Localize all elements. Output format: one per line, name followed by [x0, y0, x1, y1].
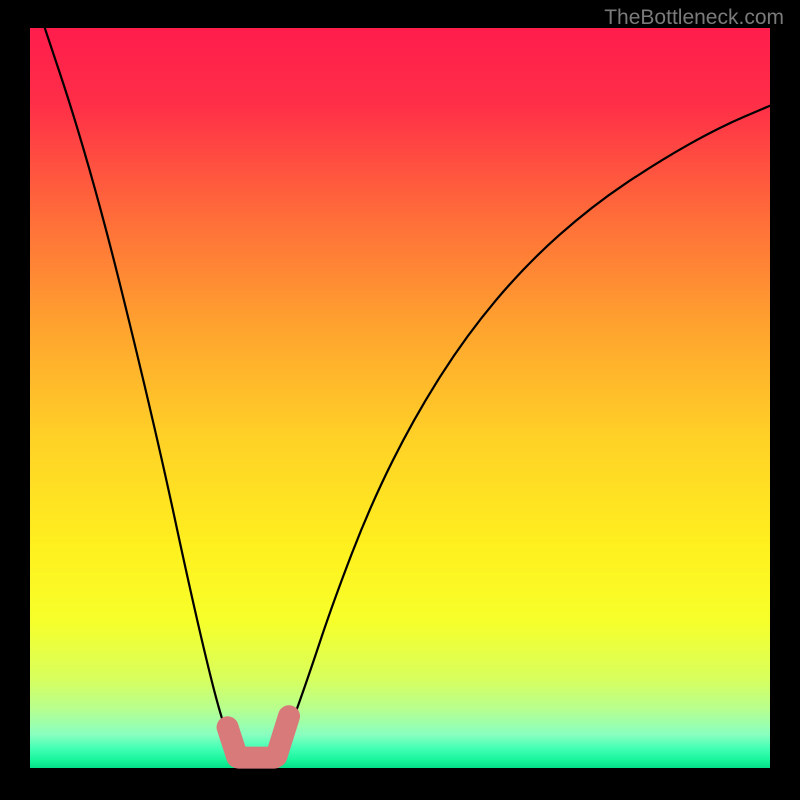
gradient-background: [30, 28, 770, 768]
figure-root: TheBottleneck.com: [0, 0, 800, 800]
plot-area: [30, 28, 770, 768]
watermark-text: TheBottleneck.com: [604, 6, 784, 30]
